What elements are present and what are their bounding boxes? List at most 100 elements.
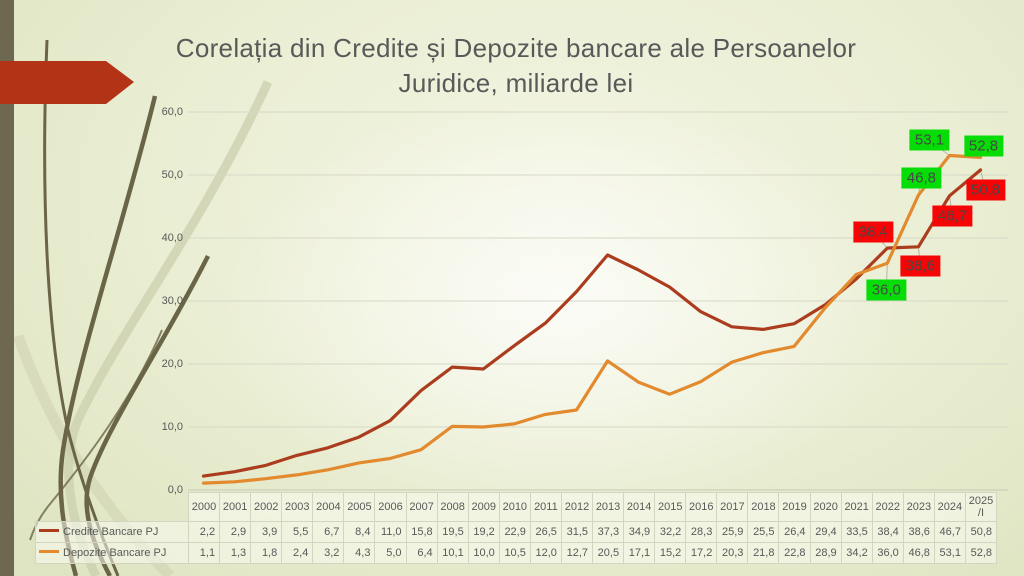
data-label: 38,6 (900, 255, 940, 277)
value-cell: 33,5 (840, 521, 873, 543)
value-cell: 6,4 (405, 542, 438, 564)
value-cell: 15,2 (654, 542, 687, 564)
value-cell: 2,2 (187, 521, 221, 543)
year-header: 2015 (654, 492, 687, 522)
value-cell: 37,3 (592, 521, 625, 543)
value-cell: 28,9 (809, 542, 842, 564)
value-cell: 38,6 (902, 521, 935, 543)
year-header: 2005 (343, 492, 376, 522)
legend-label: Depozite Bancare PJ (63, 547, 167, 559)
value-cell: 50,8 (964, 521, 998, 543)
legend-item-depozite: Depozite Bancare PJ (35, 542, 189, 564)
year-header: 2009 (467, 492, 500, 522)
value-cell: 20,5 (592, 542, 625, 564)
value-cell: 19,2 (467, 521, 500, 543)
value-cell: 25,9 (716, 521, 749, 543)
value-cell: 22,8 (778, 542, 811, 564)
y-axis-tick-label: 50,0 (161, 169, 183, 181)
data-label: 38,4 (853, 221, 893, 243)
value-cell: 1,1 (187, 542, 221, 564)
value-cell: 2,9 (219, 521, 252, 543)
value-cell: 53,1 (933, 542, 966, 564)
value-cell: 32,2 (654, 521, 687, 543)
year-header: 2000 (187, 492, 221, 522)
year-header: 2010 (498, 492, 531, 522)
arrow-banner-shape (0, 61, 134, 104)
legend-swatch (39, 550, 59, 554)
value-cell: 4,3 (343, 542, 376, 564)
year-header: 2008 (436, 492, 469, 522)
value-cell: 2,4 (281, 542, 314, 564)
value-cell: 10,5 (498, 542, 531, 564)
value-cell: 5,0 (374, 542, 407, 564)
value-cell: 12,7 (560, 542, 594, 564)
value-cell: 1,3 (219, 542, 252, 564)
value-cell: 15,8 (405, 521, 438, 543)
swoosh-curve (64, 80, 273, 576)
slide-title-line1: Corelația din Credite și Depozite bancar… (175, 33, 857, 63)
table-corner-cell (36, 493, 189, 522)
value-cell: 20,3 (716, 542, 749, 564)
value-cell: 31,5 (560, 521, 594, 543)
data-label: 46,7 (932, 205, 973, 227)
y-axis-tick-label: 30,0 (161, 295, 183, 307)
value-cell: 52,8 (964, 542, 998, 564)
value-cell: 12,0 (529, 542, 562, 564)
slide-title-line2: Juridice, miliarde lei (398, 68, 634, 98)
table-row-depozite: Depozite Bancare PJ 1,1 1,3 1,8 2,4 3,2 4,3 5,0… (35, 542, 998, 564)
value-cell: 3,9 (250, 521, 283, 543)
value-cell: 46,8 (902, 542, 935, 564)
year-header: 2002 (250, 492, 283, 522)
slide-title: Corelația din Credite și Depozite bancar… (96, 31, 936, 101)
value-cell: 17,1 (623, 542, 656, 564)
year-header: 2007 (405, 492, 438, 522)
value-cell: 46,7 (933, 521, 966, 543)
value-cell: 34,9 (623, 521, 656, 543)
series-line-depozite (201, 153, 983, 485)
value-cell: 26,4 (778, 521, 811, 543)
value-cell: 10,0 (467, 542, 500, 564)
value-cell: 25,5 (747, 521, 780, 543)
swoosh-curve (43, 39, 120, 576)
data-label: 46,8 (901, 167, 941, 189)
data-label: 50,8 (965, 179, 1006, 201)
year-header: 2001 (219, 492, 252, 522)
value-cell: 1,8 (250, 542, 283, 564)
year-header: 2025/I (964, 492, 998, 522)
year-header: 2014 (623, 492, 656, 522)
value-cell: 26,5 (529, 521, 562, 543)
value-cell: 29,4 (809, 521, 842, 543)
year-header: 2016 (685, 492, 718, 522)
value-cell: 19,5 (436, 521, 469, 543)
left-accent-bar (0, 0, 14, 576)
y-axis-tick-label: 40,0 (161, 232, 183, 244)
value-cell: 34,2 (840, 542, 873, 564)
year-header: 2018 (747, 492, 780, 522)
legend-swatch (39, 529, 59, 533)
data-table: 2000 2001 2002 2003 2004 2005 2006 2007 2008 2009… (35, 492, 998, 564)
value-cell: 6,7 (312, 521, 345, 543)
plot-background-glow (215, 95, 905, 515)
year-header: 2021 (840, 492, 873, 522)
value-cell: 10,1 (436, 542, 469, 564)
year-header: 2012 (560, 492, 594, 522)
value-cell: 17,2 (685, 542, 718, 564)
data-label: 52,8 (963, 135, 1004, 157)
y-axis-tick-label: 20,0 (161, 358, 183, 370)
y-axis-tick-label: 10,0 (161, 421, 183, 433)
year-header: 2020 (809, 492, 842, 522)
value-cell: 3,2 (312, 542, 345, 564)
y-axis-tick-label: 0,0 (167, 484, 183, 496)
value-cell: 5,5 (281, 521, 314, 543)
value-cell: 28,3 (685, 521, 718, 543)
year-header: 2017 (716, 492, 749, 522)
value-cell: 8,4 (343, 521, 376, 543)
year-header: 2022 (871, 492, 904, 522)
year-header: 2019 (778, 492, 811, 522)
year-header: 2003 (281, 492, 314, 522)
year-header: 2013 (592, 492, 625, 522)
value-cell: 36,0 (871, 542, 904, 564)
legend-label: Credite Bancare PJ (63, 526, 159, 538)
